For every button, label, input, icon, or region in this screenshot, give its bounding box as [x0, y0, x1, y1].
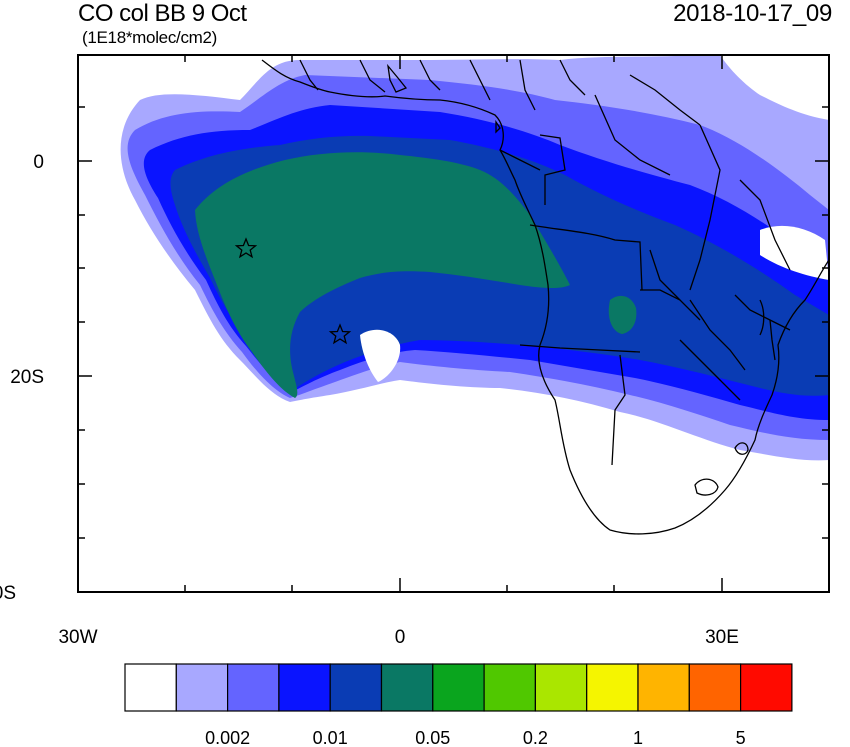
border	[629, 74, 701, 126]
border	[359, 59, 386, 93]
axis-ticks	[77, 55, 830, 593]
africa-coastline	[261, 59, 829, 535]
colorbar-swatch	[534, 663, 588, 712]
clear-patch	[360, 329, 401, 382]
border	[419, 59, 441, 91]
colorbar-swatch	[739, 663, 793, 712]
border	[734, 294, 791, 331]
border	[594, 94, 671, 176]
island	[387, 63, 408, 93]
border	[299, 59, 319, 91]
star-marker	[234, 237, 258, 259]
border	[529, 224, 643, 291]
colorbar-label: 1	[633, 728, 643, 747]
border	[739, 179, 791, 271]
lesotho	[694, 478, 719, 496]
plume-level-5	[195, 152, 570, 398]
clear-patch-north	[78, 55, 275, 85]
colorbar-label: 5	[736, 728, 746, 747]
x-tick-label: 0	[395, 627, 406, 648]
y-tick-label: 40S	[0, 583, 16, 604]
colorbar-swatch	[432, 663, 485, 712]
y-tick-label: 0	[33, 152, 44, 173]
colorbar: 0.002 0.01 0.05 0.2 1 5	[124, 663, 793, 747]
coastlines	[261, 59, 829, 535]
colorbar-swatch	[586, 663, 639, 712]
star-marker	[328, 323, 352, 345]
y-tick-label: 20S	[10, 367, 44, 388]
timestamp: 2018-10-17_09	[673, 0, 832, 27]
colorbar-label: 0.002	[205, 728, 250, 747]
island	[495, 119, 501, 134]
units-label: (1E18*molec/cm2)	[82, 28, 218, 47]
border	[640, 289, 701, 321]
colorbar-swatch	[278, 663, 331, 712]
clear-patch-ne	[720, 55, 829, 120]
swaziland	[734, 442, 749, 455]
border	[499, 149, 541, 171]
plume-layer	[78, 55, 829, 461]
lake	[759, 299, 765, 336]
colorbar-swatch	[227, 663, 280, 712]
border	[611, 354, 626, 466]
map-title: CO col BB 9 Oct	[78, 0, 247, 27]
clear-patch-east	[760, 225, 829, 280]
colorbar-label: 0.2	[523, 728, 548, 747]
colorbar-swatch	[329, 663, 383, 712]
border	[679, 339, 741, 401]
colorbar-swatch	[483, 663, 537, 712]
x-tick-label: 30E	[705, 627, 739, 648]
colorbar-label: 0.01	[313, 728, 348, 747]
border	[519, 59, 536, 111]
plot-frame	[77, 54, 830, 593]
plume-level-5-patch	[608, 295, 637, 334]
colorbar-swatch	[175, 663, 229, 712]
colorbar-label: 0.05	[415, 728, 450, 747]
border	[649, 249, 681, 301]
border	[689, 299, 746, 371]
border	[539, 134, 566, 205]
x-tick-label: 30W	[58, 627, 97, 648]
colorbar-swatch	[380, 663, 434, 712]
border	[559, 59, 586, 96]
colorbar-swatch	[637, 663, 690, 712]
colorbar-swatch	[688, 663, 742, 712]
colorbar-swatch	[124, 663, 177, 712]
lake	[769, 319, 776, 361]
markers	[234, 237, 352, 345]
border	[519, 344, 641, 353]
border	[689, 124, 721, 291]
border	[469, 59, 491, 101]
